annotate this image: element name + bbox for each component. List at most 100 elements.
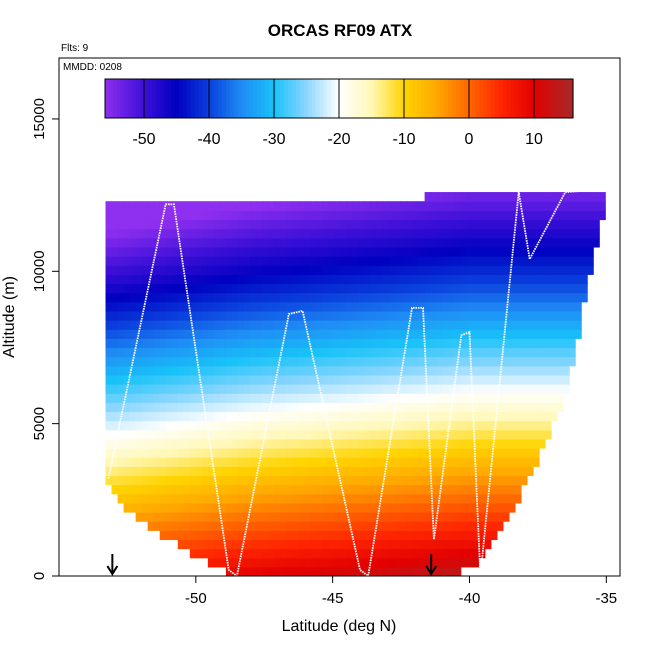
heatmap-cell	[569, 338, 576, 349]
heatmap-cell	[346, 475, 353, 486]
heatmap-cell	[460, 283, 468, 294]
heatmap-cell	[545, 192, 552, 202]
heatmap-cell	[514, 292, 522, 303]
heatmap-cell	[490, 457, 498, 467]
heatmap-cell	[328, 274, 335, 285]
heatmap-cell	[352, 429, 359, 440]
heatmap-cell	[364, 475, 372, 486]
heatmap-cell	[141, 448, 149, 458]
heatmap-cell	[442, 356, 450, 367]
heatmap-cell	[123, 475, 131, 486]
heatmap-cell	[502, 292, 510, 303]
heatmap-cell	[358, 457, 365, 467]
heatmap-cell	[177, 438, 185, 449]
heatmap-cell	[129, 320, 137, 330]
heatmap-cell	[569, 320, 576, 330]
heatmap-cell	[490, 475, 498, 486]
heatmap-cell	[243, 493, 251, 504]
heatmap-cell	[388, 301, 396, 312]
heatmap-cell	[159, 228, 167, 239]
heatmap-cell	[105, 374, 113, 385]
heatmap-cell	[201, 201, 209, 211]
heatmap-cell	[508, 475, 516, 486]
heatmap-cell	[370, 548, 378, 559]
heatmap-cell	[557, 384, 564, 394]
heatmap-cell	[406, 384, 414, 394]
heatmap-cell	[532, 356, 540, 367]
heatmap-cell	[346, 301, 353, 312]
heatmap-cell	[334, 402, 341, 413]
heatmap-cell	[250, 384, 257, 394]
heatmap-cell	[298, 228, 305, 239]
heatmap-cell	[322, 448, 329, 458]
heatmap-cell	[424, 374, 432, 385]
heatmap-cell	[298, 329, 305, 339]
heatmap-cell	[502, 246, 510, 257]
heatmap-cell	[165, 530, 173, 541]
heatmap-cell	[105, 256, 113, 266]
heatmap-cell	[436, 228, 444, 239]
heatmap-cell	[298, 557, 305, 568]
heatmap-cell	[587, 219, 594, 230]
heatmap-cell	[237, 466, 245, 477]
heatmap-cell	[165, 457, 173, 467]
heatmap-cell	[256, 237, 263, 248]
colorbar-segment	[471, 79, 477, 118]
heatmap-cell	[412, 310, 420, 321]
heatmap-cell	[358, 347, 365, 358]
heatmap-cell	[153, 429, 161, 440]
heatmap-cell	[448, 365, 456, 376]
colorbar-segment	[537, 79, 543, 118]
heatmap-cell	[268, 310, 275, 321]
heatmap-cell	[484, 512, 492, 522]
heatmap-cell	[551, 365, 558, 376]
heatmap-cell	[394, 274, 402, 285]
heatmap-cell	[394, 201, 402, 211]
heatmap-cell	[213, 246, 221, 257]
heatmap-cell	[280, 429, 287, 440]
heatmap-cell	[207, 274, 215, 285]
heatmap-cell	[298, 374, 305, 385]
heatmap-cell	[189, 219, 197, 230]
heatmap-cell	[454, 448, 462, 458]
heatmap-cell	[382, 228, 390, 239]
heatmap-cell	[340, 365, 347, 376]
heatmap-cell	[484, 192, 492, 202]
heatmap-cell	[250, 566, 257, 576]
heatmap-cell	[334, 237, 341, 248]
heatmap-cell	[243, 292, 251, 303]
heatmap-cell	[262, 393, 269, 403]
heatmap-cell	[340, 310, 347, 321]
heatmap-cell	[424, 566, 432, 576]
heatmap-cell	[376, 530, 384, 541]
heatmap-cell	[406, 219, 414, 230]
heatmap-cell	[502, 283, 510, 294]
heatmap-cell	[171, 301, 179, 312]
heatmap-cell	[539, 237, 546, 248]
heatmap-cell	[207, 374, 215, 385]
colorbar-segment	[194, 79, 200, 118]
heatmap-cell	[490, 237, 498, 248]
heatmap-cell	[243, 402, 251, 413]
colorbar-segment	[495, 79, 500, 118]
heatmap-cell	[340, 338, 347, 349]
heatmap-cell	[207, 356, 215, 367]
heatmap-cell	[430, 365, 438, 376]
heatmap-cell	[262, 246, 269, 257]
heatmap-cell	[286, 237, 293, 248]
heatmap-cell	[539, 283, 546, 294]
heatmap-cell	[304, 557, 311, 568]
heatmap-cell	[147, 210, 155, 221]
heatmap-cell	[195, 429, 203, 440]
heatmap-cell	[448, 320, 456, 330]
heatmap-cell	[388, 484, 396, 495]
heatmap-cell	[472, 374, 480, 385]
heatmap-cell	[394, 484, 402, 495]
heatmap-cell	[243, 512, 251, 522]
heatmap-cell	[298, 539, 305, 550]
heatmap-cell	[219, 420, 227, 431]
heatmap-cell	[237, 411, 245, 422]
heatmap-cell	[394, 237, 402, 248]
heatmap-cell	[310, 566, 317, 576]
heatmap-cell	[442, 365, 450, 376]
